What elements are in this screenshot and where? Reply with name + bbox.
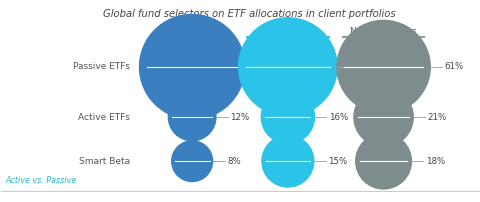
Ellipse shape xyxy=(354,87,413,147)
Text: Active vs. Passive: Active vs. Passive xyxy=(5,176,77,185)
Text: 80%: 80% xyxy=(259,62,278,71)
Ellipse shape xyxy=(168,93,216,141)
Text: Active ETFs: Active ETFs xyxy=(78,113,130,122)
Text: Today: Today xyxy=(275,27,301,36)
Text: Next 2-3 years: Next 2-3 years xyxy=(350,27,417,36)
Text: 61%: 61% xyxy=(444,62,464,71)
Text: Global fund selectors on ETF allocations in client portfolios: Global fund selectors on ETF allocations… xyxy=(103,9,396,19)
Text: 8%: 8% xyxy=(227,157,240,166)
Text: Passive ETFs: Passive ETFs xyxy=(73,62,130,71)
Ellipse shape xyxy=(337,20,430,113)
Text: 69%: 69% xyxy=(351,62,371,71)
Text: 15%: 15% xyxy=(328,157,348,166)
Text: Smart Beta: Smart Beta xyxy=(79,157,130,166)
Ellipse shape xyxy=(239,18,337,116)
Text: 21%: 21% xyxy=(428,113,447,122)
Text: 16%: 16% xyxy=(329,113,348,122)
Text: 3 years ago: 3 years ago xyxy=(166,27,219,36)
Text: 18%: 18% xyxy=(426,157,445,166)
Ellipse shape xyxy=(261,90,314,144)
Ellipse shape xyxy=(172,141,213,182)
Ellipse shape xyxy=(262,135,314,187)
Text: 12%: 12% xyxy=(230,113,250,122)
Ellipse shape xyxy=(140,15,245,119)
Ellipse shape xyxy=(356,133,411,189)
